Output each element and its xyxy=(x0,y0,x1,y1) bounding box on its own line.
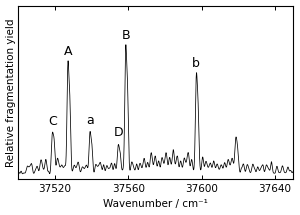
Text: B: B xyxy=(121,29,130,42)
Text: D: D xyxy=(113,126,123,140)
Text: a: a xyxy=(86,114,94,127)
X-axis label: Wavenumber / cm⁻¹: Wavenumber / cm⁻¹ xyxy=(103,200,208,209)
Text: A: A xyxy=(64,45,72,58)
Y-axis label: Relative fragmentation yield: Relative fragmentation yield xyxy=(6,18,16,167)
Text: C: C xyxy=(48,115,57,128)
Text: b: b xyxy=(192,57,200,70)
